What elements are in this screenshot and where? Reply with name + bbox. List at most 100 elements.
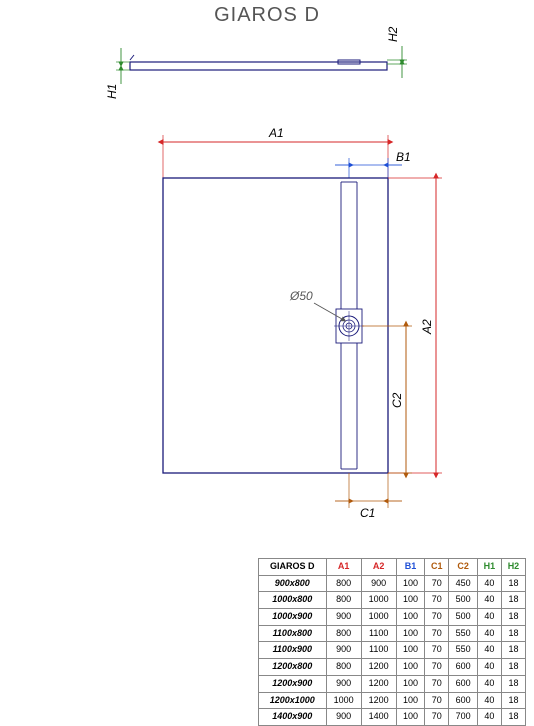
table-cell: 40 xyxy=(477,692,501,709)
table-cell: 900 xyxy=(326,609,361,626)
th-c2: C2 xyxy=(449,559,478,576)
dia-label: Ø50 xyxy=(289,289,313,303)
table-cell: 800 xyxy=(326,659,361,676)
table-row: 1200x9009001200100706004018 xyxy=(259,675,526,692)
table-row: 1200x100010001200100706004018 xyxy=(259,692,526,709)
table-cell: 18 xyxy=(501,659,525,676)
table-cell: 100 xyxy=(396,609,425,626)
table-cell: 70 xyxy=(425,642,449,659)
table-cell: 600 xyxy=(449,675,478,692)
table-row: 1000x9009001000100705004018 xyxy=(259,609,526,626)
dim-b1: B1 xyxy=(335,150,411,178)
table-cell: 600 xyxy=(449,692,478,709)
table-cell: 18 xyxy=(501,675,525,692)
dim-c2: C2 xyxy=(362,326,412,473)
table-cell: 100 xyxy=(396,625,425,642)
table-cell: 18 xyxy=(501,625,525,642)
side-view: H1 H2 xyxy=(105,26,407,99)
table-cell: 40 xyxy=(477,659,501,676)
dimensions-table: GIAROS D A1 A2 B1 C1 C2 H1 H2 900x800800… xyxy=(258,558,526,726)
th-a2: A2 xyxy=(361,559,396,576)
table-cell: 40 xyxy=(477,592,501,609)
th-c1: C1 xyxy=(425,559,449,576)
table-cell: 18 xyxy=(501,592,525,609)
table-cell: 1100 xyxy=(361,642,396,659)
table-cell: 1200x800 xyxy=(259,659,327,676)
table-cell: 18 xyxy=(501,609,525,626)
table-cell: 500 xyxy=(449,592,478,609)
table-cell: 100 xyxy=(396,692,425,709)
table-cell: 1100 xyxy=(361,625,396,642)
label-h2: H2 xyxy=(386,26,400,42)
table-cell: 1400 xyxy=(361,709,396,726)
table-header-row: GIAROS D A1 A2 B1 C1 C2 H1 H2 xyxy=(259,559,526,576)
table-cell: 900 xyxy=(326,709,361,726)
table-cell: 100 xyxy=(396,709,425,726)
technical-drawing: H1 H2 A1 B1 xyxy=(0,0,534,560)
table-cell: 1000 xyxy=(361,592,396,609)
table-cell: 40 xyxy=(477,642,501,659)
table-cell: 1200 xyxy=(361,659,396,676)
table-cell: 70 xyxy=(425,659,449,676)
table-cell: 900 xyxy=(326,675,361,692)
table-cell: 40 xyxy=(477,575,501,592)
table-cell: 1400x900 xyxy=(259,709,327,726)
dim-a2: A2 xyxy=(388,178,442,473)
table-cell: 70 xyxy=(425,675,449,692)
table-cell: 1000 xyxy=(361,609,396,626)
table-cell: 1000x900 xyxy=(259,609,327,626)
table-cell: 800 xyxy=(326,625,361,642)
table-row: 1400x9009001400100707004018 xyxy=(259,709,526,726)
table-cell: 18 xyxy=(501,642,525,659)
dim-c1: C1 xyxy=(335,473,402,520)
th-h1: H1 xyxy=(477,559,501,576)
table-cell: 550 xyxy=(449,642,478,659)
table-cell: 1100x800 xyxy=(259,625,327,642)
table-cell: 18 xyxy=(501,709,525,726)
th-h2: H2 xyxy=(501,559,525,576)
table-cell: 900 xyxy=(326,642,361,659)
table-cell: 600 xyxy=(449,659,478,676)
table-cell: 550 xyxy=(449,625,478,642)
table-cell: 70 xyxy=(425,609,449,626)
table-cell: 1200 xyxy=(361,675,396,692)
table-cell: 70 xyxy=(425,692,449,709)
table-cell: 40 xyxy=(477,609,501,626)
table-row: 900x800800900100704504018 xyxy=(259,575,526,592)
table-cell: 800 xyxy=(326,575,361,592)
table-cell: 100 xyxy=(396,642,425,659)
table-cell: 18 xyxy=(501,692,525,709)
label-c2: C2 xyxy=(390,392,404,408)
table-cell: 1100x900 xyxy=(259,642,327,659)
table-cell: 1200x900 xyxy=(259,675,327,692)
table-cell: 1000 xyxy=(326,692,361,709)
table-cell: 70 xyxy=(425,625,449,642)
table-cell: 40 xyxy=(477,675,501,692)
label-a1: A1 xyxy=(268,126,284,140)
table-cell: 40 xyxy=(477,709,501,726)
table-cell: 900 xyxy=(361,575,396,592)
table-cell: 70 xyxy=(425,575,449,592)
table-row: 1100x8008001100100705504018 xyxy=(259,625,526,642)
label-a2: A2 xyxy=(420,319,434,335)
table-cell: 900x800 xyxy=(259,575,327,592)
th-b1: B1 xyxy=(396,559,425,576)
th-a1: A1 xyxy=(326,559,361,576)
table-cell: 800 xyxy=(326,592,361,609)
table-cell: 100 xyxy=(396,675,425,692)
table-cell: 40 xyxy=(477,625,501,642)
label-h1: H1 xyxy=(105,84,119,99)
dim-a1: A1 xyxy=(163,126,388,178)
th-model: GIAROS D xyxy=(259,559,327,576)
table-cell: 700 xyxy=(449,709,478,726)
top-view: Ø50 xyxy=(163,178,388,473)
table-cell: 70 xyxy=(425,592,449,609)
table-cell: 100 xyxy=(396,592,425,609)
table-cell: 1200x1000 xyxy=(259,692,327,709)
label-b1: B1 xyxy=(396,150,411,164)
table-row: 1000x8008001000100705004018 xyxy=(259,592,526,609)
table-row: 1200x8008001200100706004018 xyxy=(259,659,526,676)
table-cell: 1000x800 xyxy=(259,592,327,609)
table-cell: 100 xyxy=(396,659,425,676)
label-c1: C1 xyxy=(360,506,375,520)
